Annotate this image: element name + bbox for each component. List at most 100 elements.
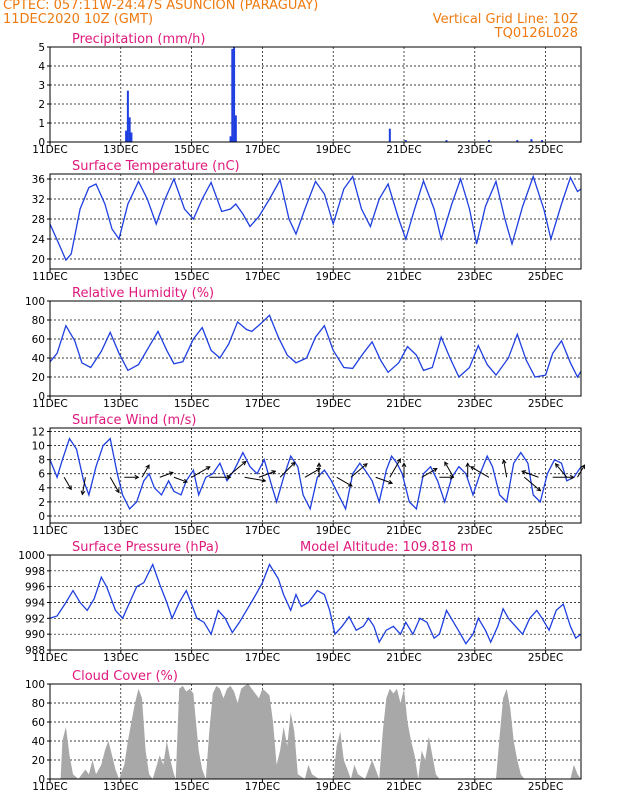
y-tick-label: 0	[38, 137, 45, 149]
wind-arrow	[469, 466, 490, 478]
x-tick-label: 15DEC	[174, 144, 209, 156]
wind-arrow	[316, 462, 322, 478]
y-tick-label: 36	[32, 174, 46, 186]
x-tick-label: 23DEC	[457, 271, 492, 283]
precip-bar	[404, 140, 407, 142]
y-tick-label: 2	[38, 99, 45, 111]
precip-bar	[388, 128, 391, 142]
y-tick-label: 80	[32, 698, 45, 710]
x-tick-label: 25DEC	[528, 271, 563, 283]
x-tick-label: 17DEC	[245, 781, 280, 793]
y-tick-label: 60	[32, 717, 45, 729]
wind-arrow	[444, 461, 454, 478]
wind-arrow	[421, 467, 438, 478]
y-tick-label: 992	[25, 613, 45, 625]
x-tick-label: 15DEC	[174, 652, 209, 664]
y-tick-label: 100	[25, 679, 45, 691]
x-tick-label: 21DEC	[386, 398, 421, 410]
precip-bar	[487, 140, 490, 142]
precip-bar	[445, 140, 448, 142]
y-tick-label: 40	[32, 736, 45, 748]
panel-title: Cloud Cover (%)	[72, 669, 178, 684]
x-tick-label: 21DEC	[386, 144, 421, 156]
series-line-3	[49, 437, 582, 511]
header-line1: CPTEC: 057:11W-24:47S ASUNCION (PARAGUAY…	[3, 0, 319, 13]
x-tick-label: 25DEC	[528, 652, 563, 664]
wind-arrow	[173, 476, 189, 484]
x-tick-label: 13DEC	[103, 525, 138, 537]
y-tick-label: 3	[38, 80, 45, 92]
wind-arrow	[524, 476, 542, 492]
x-tick-label: 15DEC	[174, 781, 209, 793]
wind-arrow	[401, 462, 407, 478]
wind-arrow	[124, 474, 140, 480]
x-tick-label: 19DEC	[315, 652, 350, 664]
y-tick-label: 80	[32, 315, 45, 327]
x-tick-label: 13DEC	[103, 781, 138, 793]
wind-arrow	[465, 462, 471, 478]
x-tick-label: 21DEC	[386, 525, 421, 537]
wind-arrow	[109, 477, 120, 494]
series-line-2	[49, 314, 582, 379]
series-line-1	[49, 174, 582, 262]
x-tick-label: 17DEC	[245, 525, 280, 537]
panel-title: Surface Pressure (hPa)	[72, 540, 219, 555]
panel-3: 0 2 4 6 8 10 12 11DEC 13DEC 15DEC 17DEC 19DEC 21DEC 2…	[32, 413, 585, 537]
panel-1: 20 24 28 32 36 11DEC 13DEC 15DEC 17DEC 19DEC 21DEC…	[32, 159, 582, 283]
x-tick-label: 11DEC	[32, 144, 67, 156]
wind-arrow	[258, 470, 277, 478]
wind-arrow	[501, 458, 508, 478]
y-tick-label: 4	[38, 483, 45, 495]
panel-title: Precipitation (mm/h)	[72, 32, 205, 47]
x-tick-label: 19DEC	[315, 781, 350, 793]
y-tick-label: 28	[32, 214, 45, 226]
y-tick-label: 0	[38, 774, 45, 786]
x-tick-label: 13DEC	[103, 144, 138, 156]
y-tick-label: 60	[32, 334, 45, 346]
y-tick-label: 998	[25, 566, 45, 578]
x-tick-label: 17DEC	[245, 652, 280, 664]
y-tick-label: 100	[25, 296, 45, 308]
x-tick-label: 11DEC	[32, 781, 67, 793]
x-tick-label: 19DEC	[315, 398, 350, 410]
wind-arrow	[389, 458, 401, 478]
panel-frame	[49, 427, 582, 524]
x-tick-label: 19DEC	[315, 144, 350, 156]
x-tick-label: 23DEC	[457, 781, 492, 793]
y-tick-label: 5	[38, 42, 45, 54]
panel-frame	[49, 300, 582, 397]
x-tick-label: 17DEC	[245, 271, 280, 283]
y-tick-label: 24	[32, 234, 46, 246]
wind-arrow	[159, 471, 174, 478]
precip-bar	[126, 90, 129, 142]
precip-bar	[516, 140, 519, 142]
wind-arrow	[63, 477, 72, 491]
header-date: 11DEC2020 10Z (GMT)	[3, 12, 154, 27]
wind-arrow	[375, 476, 394, 485]
x-tick-label: 11DEC	[32, 398, 67, 410]
y-tick-label: 10	[32, 441, 45, 453]
wind-arrow	[552, 474, 575, 480]
x-tick-label: 23DEC	[457, 652, 492, 664]
y-tick-label: 20	[32, 755, 45, 767]
panel-frame	[49, 683, 582, 780]
x-tick-label: 11DEC	[32, 525, 67, 537]
x-tick-label: 19DEC	[315, 525, 350, 537]
precip-bar	[234, 115, 237, 142]
wind-arrow	[141, 464, 150, 478]
x-tick-label: 21DEC	[386, 652, 421, 664]
panel-title: Relative Humidity (%)	[72, 286, 214, 301]
x-tick-label: 15DEC	[174, 398, 209, 410]
precip-bar	[229, 136, 232, 142]
y-tick-label: 40	[32, 353, 45, 365]
y-tick-label: 32	[32, 194, 45, 206]
y-tick-label: 0	[38, 511, 45, 523]
y-tick-label: 0	[38, 391, 45, 403]
panel-annotation: Model Altitude: 109.818 m	[300, 540, 473, 555]
x-tick-label: 21DEC	[386, 781, 421, 793]
x-tick-label: 25DEC	[528, 781, 563, 793]
panel-2: 0 20 40 60 80 100 11DEC 13DEC 15DEC 17DEC 19DEC 21D…	[25, 286, 582, 410]
y-tick-label: 6	[38, 469, 45, 481]
x-tick-label: 15DEC	[174, 525, 209, 537]
x-tick-label: 25DEC	[528, 398, 563, 410]
